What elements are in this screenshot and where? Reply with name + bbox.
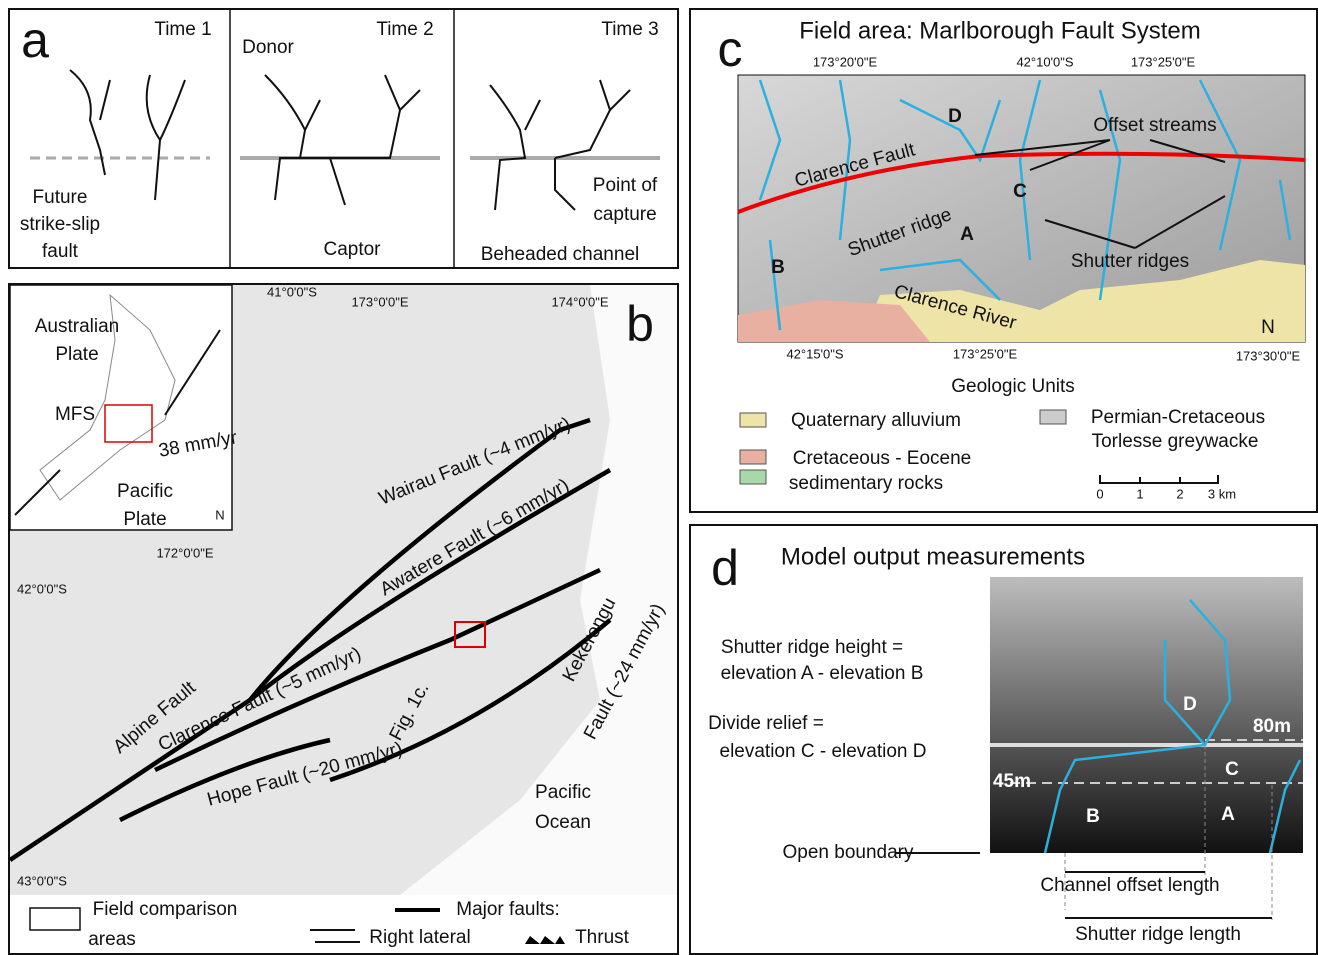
inset-label: Plate: [123, 509, 166, 530]
time-label: Time 2: [376, 19, 433, 40]
point-label: B: [771, 257, 785, 278]
coord-label: 173°20'0"E: [813, 54, 878, 69]
point-label: C: [1225, 759, 1239, 780]
scale-label: 1: [1136, 486, 1143, 501]
coord-label: 42°0'0"S: [17, 581, 67, 596]
frame: [9, 9, 678, 268]
stream: [70, 70, 185, 200]
legend-label: Permian-Cretaceous: [1091, 407, 1265, 428]
inset-label: MFS: [55, 404, 95, 425]
scale-label: 0: [1096, 486, 1103, 501]
legend-label: sedimentary rocks: [789, 473, 943, 494]
panel-b: b 41°0'0"S 173°0'0"E 174°0'0"E 172°0'0"E…: [9, 284, 678, 954]
legend-label: Cretaceous - Eocene: [793, 448, 972, 469]
scale-bar: [1100, 475, 1218, 483]
point-label: A: [960, 224, 974, 245]
height-label: 80m: [1253, 716, 1291, 737]
annotation: fault: [42, 241, 79, 262]
ocean-label: Ocean: [535, 812, 591, 833]
point-label: C: [1013, 181, 1027, 202]
legend-title: Geologic Units: [951, 376, 1075, 397]
figure: a Time 1 Time 2 Time 3 Donor Future stri…: [0, 0, 1318, 955]
inset-label: Pacific: [117, 481, 173, 502]
legend-label: Thrust: [575, 927, 630, 948]
north-label: N: [215, 507, 224, 522]
height-label: 45m: [993, 771, 1031, 792]
map-label: Shutter ridges: [1071, 251, 1189, 272]
scale-label: 2: [1176, 486, 1183, 501]
title: Field area: Marlborough Fault System: [799, 17, 1201, 44]
coord-label: 43°0'0"S: [17, 873, 67, 888]
time-label: Time 1: [154, 19, 211, 40]
legend-swatch: [740, 413, 766, 427]
point-label: A: [1221, 804, 1235, 825]
legend-label: Major faults:: [456, 899, 559, 920]
annotation: Future: [33, 187, 88, 208]
coord-label: 42°15'0"S: [786, 346, 843, 361]
legend-swatch: [1040, 410, 1066, 424]
legend-swatch: [740, 470, 766, 484]
north-label: N: [1261, 317, 1275, 338]
panel-a: a Time 1 Time 2 Time 3 Donor Future stri…: [9, 9, 678, 268]
title: Model output measurements: [781, 543, 1085, 570]
panel-d: d Model output measurements Shutter ridg…: [690, 525, 1317, 954]
annotation: Beheaded channel: [481, 244, 639, 265]
panel-label: a: [21, 12, 49, 68]
legend-label: Quaternary alluvium: [791, 410, 961, 431]
coord-label: 41°0'0"S: [267, 284, 317, 299]
annotation: Captor: [323, 239, 381, 260]
annotation: Donor: [242, 37, 294, 58]
map-label: Offset streams: [1093, 115, 1216, 136]
panel-label: c: [718, 21, 743, 77]
inset-label: Plate: [55, 344, 98, 365]
point-label: D: [948, 106, 962, 127]
definition: Shutter ridge height =: [721, 637, 903, 658]
coord-label: 173°25'0"E: [953, 346, 1018, 361]
definition: Divide relief =: [708, 713, 824, 734]
coord-label: 172°0'0"E: [156, 545, 213, 560]
annotation: Shutter ridge length: [1075, 924, 1241, 945]
panel-label: b: [626, 296, 654, 352]
coord-label: 173°0'0"E: [351, 294, 408, 309]
definition: elevation C - elevation D: [720, 741, 927, 762]
panel-label: d: [711, 540, 739, 596]
scale-label: 3 km: [1208, 486, 1236, 501]
annotation: Channel offset length: [1040, 875, 1219, 896]
legend-label: Right lateral: [369, 927, 470, 948]
legend-swatch: [515, 936, 565, 944]
annotation: capture: [593, 204, 656, 225]
model-output: [990, 577, 1303, 853]
annotation: Point of: [593, 175, 658, 196]
panel-c: c Field area: Marlborough Fault System 1…: [690, 9, 1317, 512]
definition: elevation A - elevation B: [721, 663, 924, 684]
legend-label: areas: [88, 929, 136, 950]
legend-swatch: [740, 450, 766, 464]
ocean-label: Pacific: [535, 782, 591, 803]
coord-label: 42°10'0"S: [1016, 54, 1073, 69]
coord-label: 173°30'0"E: [1236, 348, 1301, 363]
stream: [265, 75, 420, 205]
annotation: Open boundary: [783, 842, 914, 863]
legend-label: Torlesse greywacke: [1092, 431, 1259, 452]
point-label: B: [1086, 806, 1100, 827]
point-label: D: [1183, 694, 1197, 715]
legend-label: Field comparison: [93, 899, 238, 920]
legend-swatch: [30, 908, 80, 930]
time-label: Time 3: [601, 19, 658, 40]
coord-label: 174°0'0"E: [551, 294, 608, 309]
inset-label: Australian: [35, 316, 120, 337]
annotation: strike-slip: [20, 214, 100, 235]
coord-label: 173°25'0"E: [1131, 54, 1196, 69]
legend-swatch: [310, 930, 360, 942]
